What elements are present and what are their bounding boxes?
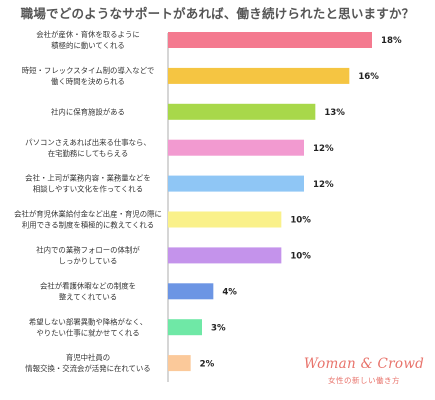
bar-10 (168, 355, 191, 372)
category-label-4: パソコンさえあれば出来る仕事なら、在宅勤務にしてもらえる (25, 138, 151, 158)
bar-1 (168, 32, 372, 48)
bar-3 (168, 103, 316, 120)
value-label-3: 13% (324, 108, 345, 118)
category-label-7: 社内での業務フォローの体制がしっかりしている (36, 246, 140, 266)
bar-7 (168, 247, 282, 264)
category-label-3: 社内に保育施設がある (51, 107, 125, 116)
category-label-1: 会社が産休・育休を取るように積極的に動いてくれる (36, 30, 139, 50)
value-label-1: 18% (381, 36, 402, 46)
value-label-5: 12% (313, 180, 334, 190)
brand-tagline: 女性の新しい働き方 (328, 376, 400, 385)
category-label-8: 会社が看護休暇などの制度を整えてくれている (40, 281, 136, 301)
bar-2 (168, 67, 350, 84)
category-label-2: 時短・フレックスタイム制の導入などで働く時間を決められる (22, 66, 155, 86)
value-label-9: 3% (211, 323, 226, 333)
value-label-6: 10% (290, 216, 311, 226)
value-label-10: 2% (200, 359, 215, 369)
category-label-5: 会社・上司が業務内容・業務量などを相談しやすい文化を作ってくれる (25, 174, 151, 194)
bar-8 (168, 283, 214, 300)
brand-logo: Woman & Crowd (303, 356, 425, 372)
bar-6 (168, 211, 282, 228)
category-label-6: 会社が育児休業給付金など出産・育児の際に利用できる制度を積極的に教えてくれる (14, 210, 162, 230)
value-label-2: 16% (358, 72, 379, 82)
bar-4 (168, 139, 304, 156)
value-label-7: 10% (290, 252, 311, 262)
bar-5 (168, 175, 304, 192)
value-label-8: 4% (222, 288, 237, 298)
bar-9 (168, 319, 202, 336)
value-label-4: 12% (313, 144, 334, 154)
category-label-10: 育児中社員の情報交換・交流会が活発に在れている (25, 353, 150, 373)
category-label-9: 希望しない部署異動や降格がなく、やりたい仕事に就かせてくれる (29, 317, 147, 337)
chart-title: 職場でどのようなサポートがあれば、働き続けられたと思いますか？ (20, 6, 415, 21)
